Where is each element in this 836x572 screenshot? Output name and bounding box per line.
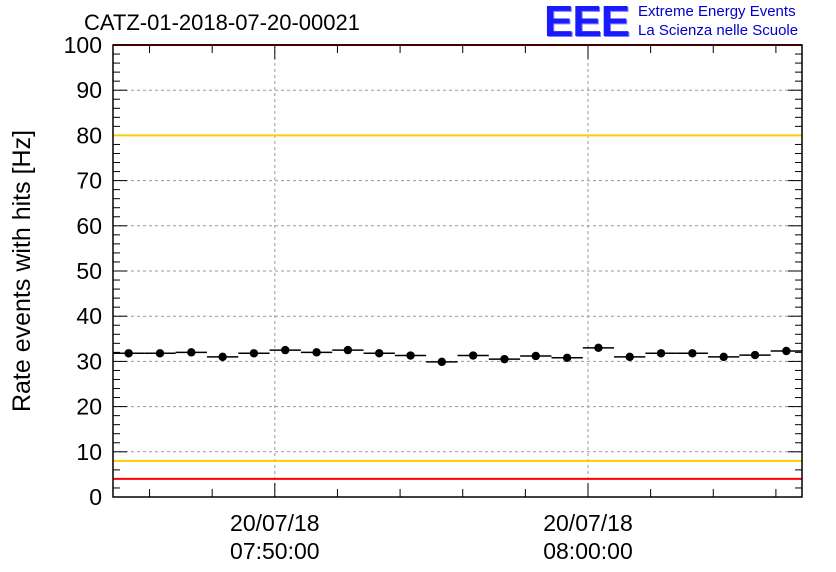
- data-point: [343, 345, 353, 355]
- x-tick-label-time: 08:00:00: [543, 538, 633, 564]
- y-tick-label: 50: [76, 258, 102, 284]
- data-point: [562, 353, 572, 362]
- chart-title: CATZ-01-2018-07-20-00021: [84, 10, 360, 35]
- data-point: [688, 349, 697, 358]
- eee-logo-mark: EEE: [544, 0, 630, 46]
- data-point: [281, 345, 290, 355]
- y-tick-label: 100: [64, 32, 102, 58]
- data-point: [719, 352, 728, 362]
- x-tick-label-date: 20/07/18: [230, 510, 320, 536]
- y-tick-label: 80: [76, 122, 102, 148]
- y-tick-label: 70: [76, 168, 102, 194]
- data-point: [750, 350, 760, 360]
- y-tick-label: 10: [76, 439, 102, 465]
- x-tick-label-date: 20/07/18: [543, 510, 633, 536]
- data-point: [124, 349, 133, 358]
- data-point: [782, 346, 791, 356]
- logo-text-line2: La Scienza nelle Scuole: [638, 22, 799, 39]
- eee-logo: EEE Extreme Energy Events La Scienza nel…: [544, 0, 834, 46]
- y-tick-label: 40: [76, 303, 102, 329]
- data-point: [437, 357, 447, 367]
- data-point: [249, 349, 259, 358]
- data-point: [406, 351, 415, 360]
- data-point: [187, 348, 196, 357]
- y-tick-label: 90: [76, 77, 102, 103]
- y-tick-label: 20: [76, 394, 102, 420]
- data-point: [625, 352, 634, 362]
- data-point: [375, 349, 384, 358]
- y-tick-label: 30: [76, 348, 102, 374]
- data-point: [594, 343, 603, 353]
- y-tick-label: 60: [76, 213, 102, 239]
- data-point: [531, 351, 540, 361]
- plot-frame: [112, 44, 803, 498]
- data-point: [468, 351, 478, 360]
- data-point: [155, 349, 165, 358]
- x-tick-label-time: 07:50:00: [230, 538, 320, 564]
- data-point: [656, 349, 666, 358]
- data-point: [218, 352, 227, 362]
- data-point: [312, 348, 321, 357]
- data-point: [500, 354, 509, 364]
- logo-text-line1: Extreme Energy Events: [638, 3, 796, 20]
- y-tick-label: 0: [89, 484, 102, 510]
- y-axis-label: Rate events with hits [Hz]: [8, 130, 36, 412]
